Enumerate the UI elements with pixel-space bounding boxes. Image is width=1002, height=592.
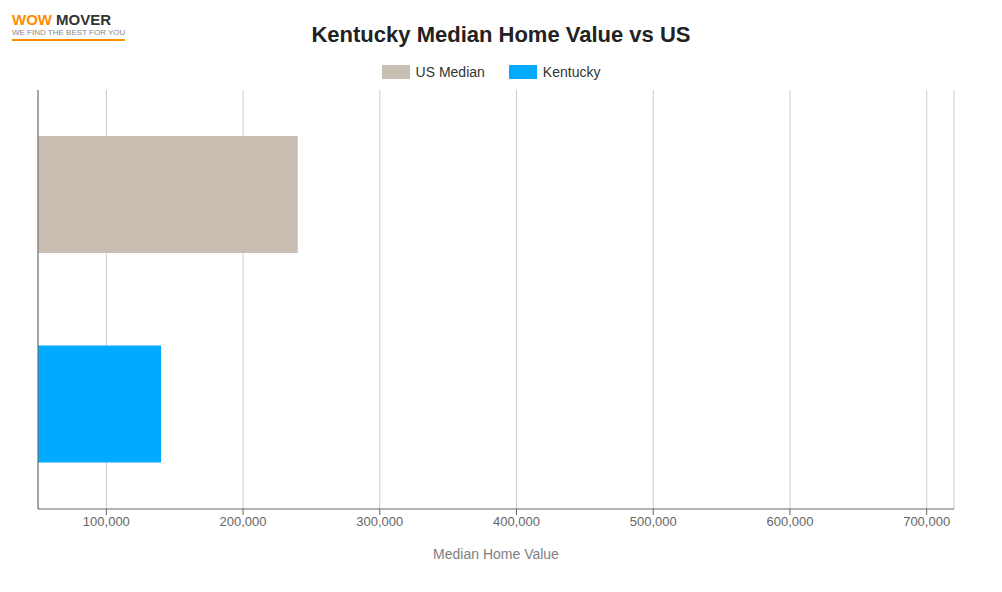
html-text:Kentucky Median Home Value vs: Kentucky Median Home Value vs US (311, 22, 691, 47)
svg-text:500,000: 500,000 (630, 514, 677, 529)
html-text:WOW MOVER: WOW MOVER (12, 11, 111, 28)
svg-text:200,000: 200,000 (220, 514, 267, 529)
svg-text:700,000: 700,000 (903, 514, 950, 529)
svg-text:100,000: 100,000 (83, 514, 130, 529)
svg-text:300,000: 300,000 (356, 514, 403, 529)
svg-text:Median Home Value: Median Home Value (433, 546, 559, 562)
html-text:Kentucky: Kentucky (542, 64, 601, 80)
html-text:US Median: US Median (415, 64, 485, 80)
html-text:WE FIND THE BEST FOR YOU: WE FIND THE BEST FOR YOU (12, 27, 126, 37)
svg-text:600,000: 600,000 (766, 514, 813, 529)
svg-text:400,000: 400,000 (493, 514, 540, 529)
